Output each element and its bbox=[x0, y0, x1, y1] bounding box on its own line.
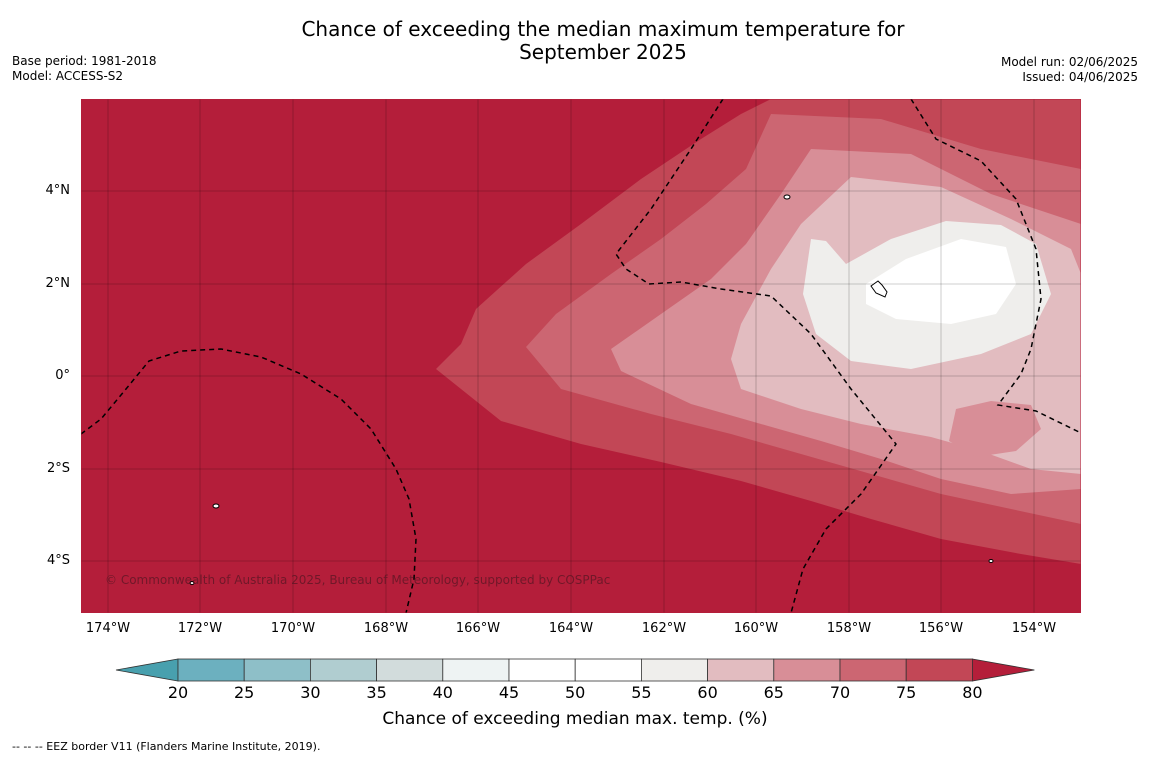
lon-tick-154w: 154°W bbox=[1011, 621, 1057, 636]
colorbar-tick-label: 50 bbox=[565, 683, 586, 702]
colorbar-swatch bbox=[574, 658, 642, 682]
colorbar-tick-label: 55 bbox=[631, 683, 652, 702]
band-65-70-patch bbox=[949, 401, 1041, 457]
colorbar-swatch bbox=[641, 658, 709, 682]
lon-tick-172w: 172°W bbox=[177, 621, 223, 636]
lat-tick-2s: 2°S bbox=[46, 461, 70, 476]
model-run-text: Model run: 02/06/2025 bbox=[1000, 55, 1138, 69]
colorbar-swatch bbox=[376, 658, 444, 682]
lat-tick-2n: 2°N bbox=[45, 276, 71, 291]
lon-tick-160w: 160°W bbox=[733, 621, 779, 636]
lon-tick-174w: 174°W bbox=[85, 621, 131, 636]
colorbar-swatch bbox=[309, 658, 377, 682]
band-50-55 bbox=[866, 239, 1016, 324]
lon-tick-162w: 162°W bbox=[641, 621, 687, 636]
colorbar-swatch bbox=[707, 658, 775, 682]
colorbar-low-extension bbox=[115, 658, 179, 682]
lon-tick-158w: 158°W bbox=[826, 621, 872, 636]
lat-tick-4s: 4°S bbox=[46, 553, 70, 568]
colorbar-swatch bbox=[442, 658, 510, 682]
lat-tick-4n: 4°N bbox=[45, 183, 71, 198]
colorbar-tick-label: 40 bbox=[432, 683, 453, 702]
colorbar-tick-label: 70 bbox=[829, 683, 851, 702]
lon-tick-170w: 170°W bbox=[270, 621, 316, 636]
map-title-line2: September 2025 bbox=[519, 40, 687, 64]
base-info: Base period: 1981-2018 Model: ACCESS-S2 bbox=[12, 54, 157, 84]
colorbar-tick-label: 30 bbox=[300, 683, 321, 702]
lon-tick-156w: 156°W bbox=[918, 621, 964, 636]
colorbar-tick-label: 45 bbox=[498, 683, 520, 702]
forecast-map bbox=[81, 99, 1081, 613]
colorbar-swatch bbox=[839, 658, 907, 682]
grid-lines bbox=[81, 99, 1081, 613]
lat-tick-0: 0° bbox=[55, 368, 70, 383]
map-title: Chance of exceeding the median maximum t… bbox=[200, 18, 1006, 64]
colorbar-high-extension bbox=[972, 658, 1035, 682]
eez-footnote: -- -- -- EEZ border V11 (Flanders Marine… bbox=[12, 740, 321, 753]
colorbar-tick-label: 35 bbox=[366, 683, 387, 702]
colorbar-tick-label: 65 bbox=[763, 683, 784, 702]
colorbar-swatch bbox=[177, 658, 245, 682]
colorbar-title: Chance of exceeding median max. temp. (%… bbox=[382, 709, 768, 729]
issued-text: Issued: 04/06/2025 bbox=[1022, 70, 1138, 84]
lon-tick-166w: 166°W bbox=[455, 621, 501, 636]
eez-borders bbox=[81, 99, 1080, 613]
lon-tick-168w: 168°W bbox=[363, 621, 409, 636]
copyright-notice: © Commonwealth of Australia 2025, Bureau… bbox=[105, 573, 611, 587]
colorbar-tick-label: 25 bbox=[234, 683, 255, 702]
colorbar bbox=[115, 658, 1035, 682]
colorbar-swatch bbox=[508, 658, 576, 682]
base-period-text: Base period: 1981-2018 bbox=[12, 54, 157, 68]
lon-tick-164w: 164°W bbox=[548, 621, 594, 636]
colorbar-tick-label: 80 bbox=[962, 683, 983, 702]
islands bbox=[189, 194, 994, 585]
colorbar-swatch bbox=[243, 658, 311, 682]
model-text: Model: ACCESS-S2 bbox=[12, 69, 124, 83]
run-info: Model run: 02/06/2025 Issued: 04/06/2025 bbox=[1001, 55, 1138, 85]
colorbar-swatch bbox=[905, 658, 973, 682]
colorbar-tick-label: 20 bbox=[167, 683, 189, 702]
map-title-line1: Chance of exceeding the median maximum t… bbox=[301, 17, 905, 41]
colorbar-swatch bbox=[773, 658, 841, 682]
colorbar-tick-label: 75 bbox=[896, 683, 917, 702]
colorbar-tick-label: 60 bbox=[697, 683, 718, 702]
